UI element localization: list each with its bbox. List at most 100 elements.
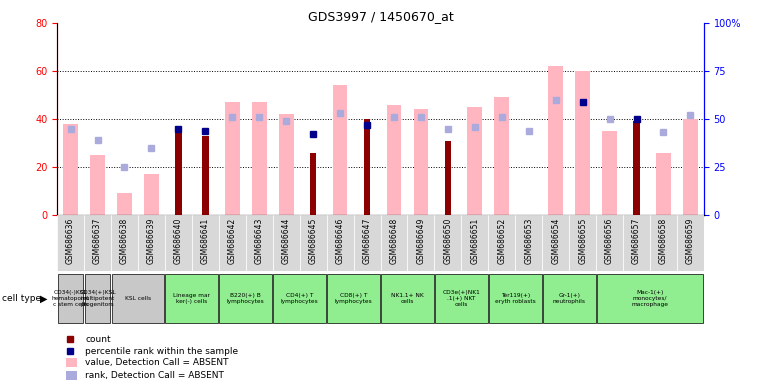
Text: GSM686648: GSM686648: [390, 218, 399, 264]
Text: GSM686639: GSM686639: [147, 218, 156, 264]
Bar: [683, 119, 698, 215]
Bar: [279, 114, 294, 215]
Bar: [117, 194, 132, 215]
Text: CD4(+) T
lymphocytes: CD4(+) T lymphocytes: [281, 293, 319, 304]
Text: GSM686653: GSM686653: [524, 218, 533, 264]
Bar: [252, 102, 266, 215]
Bar: [495, 98, 509, 215]
Text: CD3e(+)NK1
.1(+) NKT
cells: CD3e(+)NK1 .1(+) NKT cells: [442, 290, 480, 307]
Text: percentile rank within the sample: percentile rank within the sample: [85, 347, 238, 356]
Text: GDS3997 / 1450670_at: GDS3997 / 1450670_at: [307, 10, 454, 23]
Text: GSM686645: GSM686645: [309, 218, 317, 264]
Bar: [219, 215, 246, 271]
Text: GSM686652: GSM686652: [497, 218, 506, 264]
Bar: [380, 215, 407, 271]
Bar: [144, 174, 159, 215]
Bar: [548, 66, 563, 215]
Bar: [165, 215, 192, 271]
Bar: [413, 109, 428, 215]
Bar: [246, 215, 272, 271]
Text: GSM686654: GSM686654: [551, 218, 560, 264]
Text: GSM686647: GSM686647: [362, 218, 371, 264]
Text: value, Detection Call = ABSENT: value, Detection Call = ABSENT: [85, 358, 228, 367]
Bar: [300, 215, 326, 271]
Bar: [112, 274, 164, 323]
Bar: [364, 119, 371, 215]
Text: cell type: cell type: [2, 294, 40, 303]
Bar: [111, 215, 138, 271]
Bar: [569, 215, 596, 271]
Text: GSM686637: GSM686637: [93, 218, 102, 264]
Text: GSM686644: GSM686644: [282, 218, 291, 264]
Bar: [444, 141, 451, 215]
Bar: [435, 215, 461, 271]
Bar: [224, 102, 240, 215]
Bar: [272, 215, 300, 271]
Text: Mac-1(+)
monocytes/
macrophage: Mac-1(+) monocytes/ macrophage: [632, 290, 668, 307]
Bar: [66, 371, 78, 380]
Bar: [57, 215, 84, 271]
Bar: [543, 215, 569, 271]
Text: GSM686636: GSM686636: [66, 218, 75, 264]
Text: GSM686638: GSM686638: [120, 218, 129, 264]
Bar: [407, 215, 435, 271]
Text: CD34(-)KSL
hematopoiet
c stem cells: CD34(-)KSL hematopoiet c stem cells: [52, 290, 89, 307]
Text: GSM686646: GSM686646: [336, 218, 345, 264]
Bar: [596, 215, 623, 271]
Text: KSL cells: KSL cells: [125, 296, 151, 301]
Bar: [489, 274, 542, 323]
Text: GSM686656: GSM686656: [605, 218, 614, 264]
Text: GSM686655: GSM686655: [578, 218, 587, 264]
Text: GSM686643: GSM686643: [255, 218, 264, 264]
Text: Lineage mar
ker(-) cells: Lineage mar ker(-) cells: [174, 293, 210, 304]
Text: CD34(+)KSL
multipotent
progenitors: CD34(+)KSL multipotent progenitors: [79, 290, 116, 307]
Bar: [435, 274, 488, 323]
Text: Ter119(+)
eryth roblasts: Ter119(+) eryth roblasts: [495, 293, 536, 304]
Text: count: count: [85, 335, 111, 344]
Bar: [656, 152, 671, 215]
Bar: [165, 274, 218, 323]
Text: GSM686641: GSM686641: [201, 218, 210, 264]
Bar: [461, 215, 489, 271]
Bar: [543, 274, 596, 323]
Text: GSM686658: GSM686658: [659, 218, 668, 264]
Bar: [84, 215, 111, 271]
Text: ▶: ▶: [40, 293, 48, 304]
Bar: [387, 104, 401, 215]
Text: GSM686659: GSM686659: [686, 218, 695, 264]
Bar: [381, 274, 434, 323]
Bar: [602, 131, 617, 215]
Text: GSM686657: GSM686657: [632, 218, 641, 264]
Bar: [467, 107, 482, 215]
Text: CD8(+) T
lymphocytes: CD8(+) T lymphocytes: [335, 293, 372, 304]
Text: GSM686642: GSM686642: [228, 218, 237, 264]
Bar: [650, 215, 677, 271]
Text: GSM686651: GSM686651: [470, 218, 479, 264]
Bar: [58, 274, 84, 323]
Bar: [138, 215, 165, 271]
Text: GSM686640: GSM686640: [174, 218, 183, 264]
Bar: [489, 215, 515, 271]
Text: GSM686649: GSM686649: [416, 218, 425, 264]
Bar: [310, 152, 317, 215]
Bar: [63, 124, 78, 215]
Bar: [623, 215, 650, 271]
Bar: [84, 274, 110, 323]
Bar: [175, 134, 182, 215]
Bar: [354, 215, 380, 271]
Text: Gr-1(+)
neutrophils: Gr-1(+) neutrophils: [552, 293, 586, 304]
Bar: [219, 274, 272, 323]
Bar: [202, 136, 209, 215]
Bar: [192, 215, 219, 271]
Bar: [273, 274, 326, 323]
Text: GSM686650: GSM686650: [444, 218, 452, 264]
Bar: [633, 121, 640, 215]
Bar: [90, 155, 105, 215]
Bar: [66, 358, 78, 367]
Text: NK1.1+ NK
cells: NK1.1+ NK cells: [391, 293, 424, 304]
Bar: [515, 215, 543, 271]
Bar: [326, 215, 354, 271]
Bar: [327, 274, 380, 323]
Bar: [597, 274, 703, 323]
Text: rank, Detection Call = ABSENT: rank, Detection Call = ABSENT: [85, 371, 224, 380]
